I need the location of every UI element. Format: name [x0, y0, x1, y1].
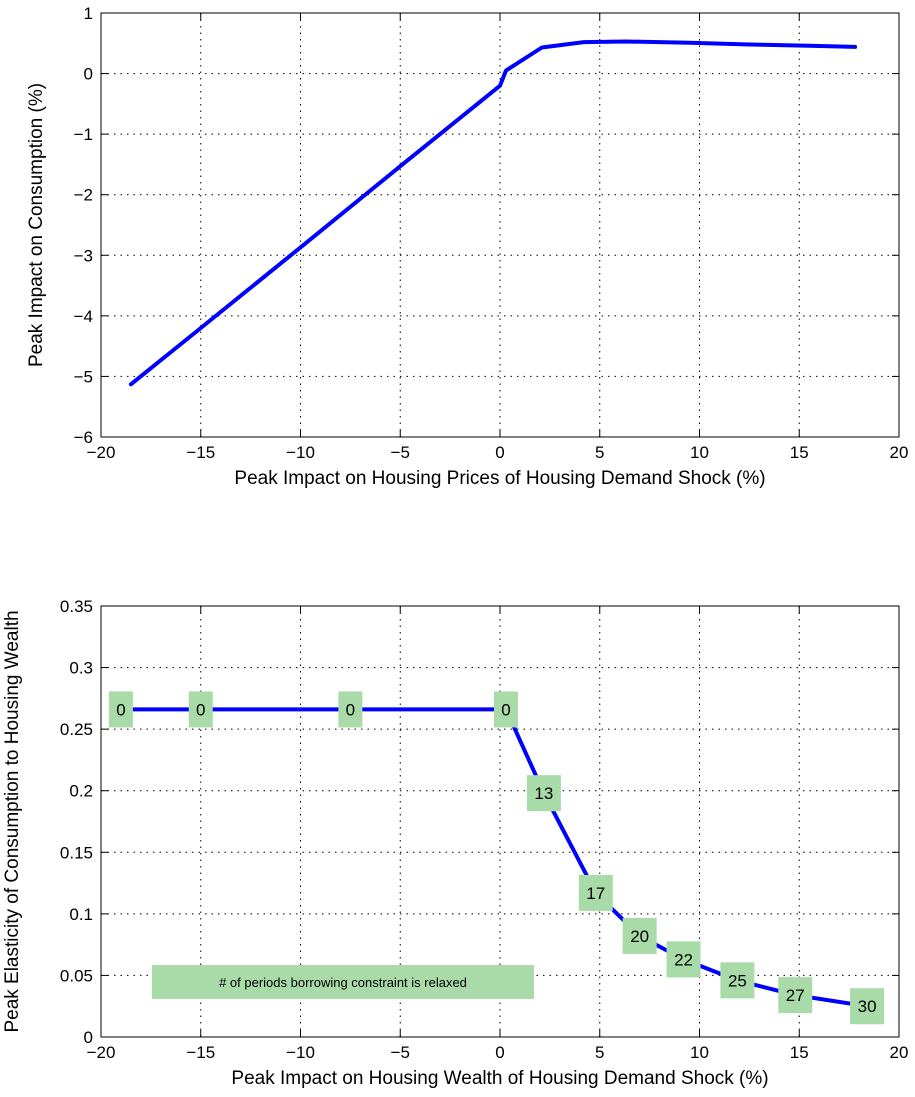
top-chart-grid — [101, 13, 899, 437]
bottom-chart-axes: −20 −15 −10 −5 0 5 10 15 20 0 0.05 0.1 0.15 0.2 0.25 0.… — [60, 597, 909, 1062]
y-tick-label: 0 — [84, 1028, 93, 1047]
point-label-box — [720, 962, 755, 999]
x-tick-label: −10 — [286, 1043, 315, 1062]
x-tick-label: 10 — [690, 1043, 709, 1062]
point-label: 25 — [720, 962, 755, 999]
bottom-chart-grid — [101, 606, 899, 1037]
point-label: 30 — [850, 988, 885, 1025]
point-label-text: 30 — [858, 997, 877, 1016]
x-tick-label: −20 — [87, 443, 116, 462]
point-label: 13 — [526, 775, 561, 812]
point-label-text: 0 — [196, 700, 205, 719]
point-label-box — [188, 691, 213, 728]
y-tick-label: −1 — [74, 125, 93, 144]
legend-text: # of periods borrowing constraint is rel… — [219, 975, 467, 990]
point-label-box — [108, 691, 133, 728]
bottom-chart-point-labels: 0 0 0 0 13 17 20 22 25 27 30 — [108, 691, 885, 1025]
y-tick-label: −6 — [74, 428, 93, 447]
y-tick-label: −3 — [74, 246, 93, 265]
point-label-text: 13 — [534, 784, 553, 803]
point-label-box — [338, 691, 363, 728]
x-tick-label: 0 — [495, 443, 504, 462]
point-label-text: 0 — [346, 700, 355, 719]
x-tick-label: 5 — [595, 443, 604, 462]
x-tick-label: 20 — [890, 1043, 909, 1062]
y-tick-label: 0.2 — [69, 782, 93, 801]
y-tick-label: 0 — [84, 65, 93, 84]
x-tick-label: −5 — [391, 443, 410, 462]
x-tick-label: 20 — [890, 443, 909, 462]
point-label-text: 0 — [116, 700, 125, 719]
point-label: 0 — [338, 691, 363, 728]
x-tick-label: 15 — [790, 443, 809, 462]
point-label-text: 17 — [586, 884, 605, 903]
top-chart-axes: −20 −15 −10 −5 0 5 10 15 20−6−5−4−3−2−101 — [74, 4, 909, 462]
x-tick-label: −15 — [186, 443, 215, 462]
top-chart-series — [128, 39, 858, 387]
y-tick-label: 0.35 — [60, 597, 93, 616]
top-chart-plot-area — [100, 12, 900, 438]
x-tick-label: −10 — [286, 443, 315, 462]
x-tick-label: 10 — [690, 443, 709, 462]
y-tick-label: 0.15 — [60, 843, 93, 862]
point-label-box — [493, 691, 518, 728]
point-label: 17 — [578, 874, 613, 911]
top-chart-series-line — [128, 39, 858, 387]
point-label-text: 22 — [674, 950, 693, 969]
y-tick-label: 0.05 — [60, 966, 93, 985]
point-label-box — [778, 977, 813, 1014]
top-chart: −20 −15 −10 −5 0 5 10 15 20−6−5−4−3−2−101 Peak I… — [26, 4, 908, 489]
y-tick-label: −4 — [74, 307, 93, 326]
point-label-text: 25 — [728, 971, 747, 990]
point-label-box — [666, 941, 701, 978]
x-tick-label: −5 — [391, 1043, 410, 1062]
legend-box: # of periods borrowing constraint is rel… — [152, 965, 534, 999]
point-label: 0 — [188, 691, 213, 728]
point-label-box — [850, 988, 885, 1025]
point-label-text: 0 — [501, 700, 510, 719]
point-label: 22 — [666, 941, 701, 978]
point-label: 0 — [108, 691, 133, 728]
point-label-box — [526, 775, 561, 812]
x-tick-label: 15 — [790, 1043, 809, 1062]
bottom-chart-x-axis-label: Peak Impact on Housing Wealth of Housing… — [231, 1068, 768, 1089]
bottom-chart-series — [119, 707, 870, 1009]
bottom-chart-y-axis-label: Peak Elasticity of Consumption to Housin… — [2, 610, 23, 1032]
point-label: 0 — [493, 691, 518, 728]
point-label-text: 27 — [786, 986, 805, 1005]
y-tick-label: 0.25 — [60, 720, 93, 739]
top-chart-y-axis-label: Peak Impact on Consumption (%) — [26, 83, 47, 367]
y-tick-label: 1 — [84, 4, 93, 23]
x-tick-label: 5 — [595, 1043, 604, 1062]
x-tick-label: −15 — [186, 1043, 215, 1062]
x-tick-label: −20 — [87, 1043, 116, 1062]
bottom-chart-series-line — [119, 707, 870, 1009]
bottom-chart: −20 −15 −10 −5 0 5 10 15 20 0 0.05 0.1 0.15 0.2 0.25 0.… — [2, 597, 908, 1089]
point-label: 27 — [778, 977, 813, 1014]
point-label: 20 — [622, 918, 657, 955]
point-label-text: 20 — [630, 927, 649, 946]
x-tick-label: 0 — [495, 1043, 504, 1062]
y-tick-label: 0.3 — [69, 659, 93, 678]
y-tick-label: −2 — [74, 186, 93, 205]
y-tick-label: 0.1 — [69, 905, 93, 924]
y-tick-label: −5 — [74, 367, 93, 386]
legend-background — [152, 965, 534, 999]
point-label-box — [622, 918, 657, 955]
top-chart-x-axis-label: Peak Impact on Housing Prices of Housing… — [234, 468, 765, 489]
point-label-box — [578, 874, 613, 911]
